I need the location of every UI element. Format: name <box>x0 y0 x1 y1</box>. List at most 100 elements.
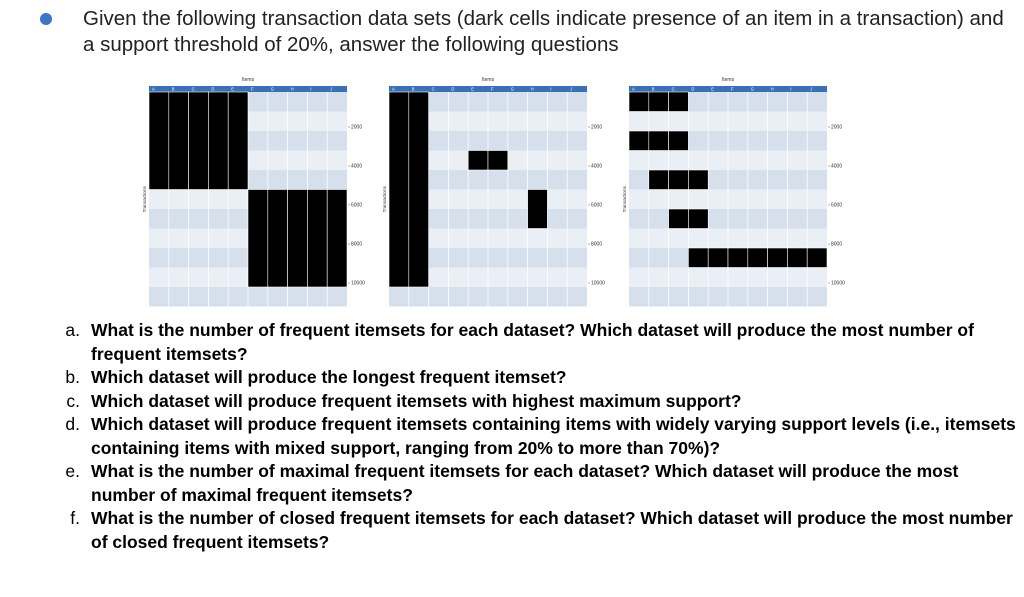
question-list: a. What is the number of frequent itemset… <box>20 319 1020 554</box>
question-text: Which dataset will produce frequent item… <box>91 390 742 411</box>
column-letter: D <box>451 87 454 92</box>
dark-cell <box>267 189 288 288</box>
column-letter: I <box>310 87 311 92</box>
column-letter: H <box>771 87 774 92</box>
dark-cell <box>727 247 749 268</box>
dark-cell <box>806 247 828 268</box>
column-letter: A <box>392 87 395 92</box>
question-letter: f. <box>70 508 80 528</box>
question-item: d. Which dataset will produce frequent it… <box>20 413 1020 460</box>
dark-cell <box>247 189 269 288</box>
question-text: What is the number of maximal frequent i… <box>91 461 959 505</box>
column-letter: E <box>231 87 234 92</box>
dark-cell <box>648 91 669 112</box>
column-letter: J <box>810 87 812 92</box>
dataset-1-grid: Items A B C D E F G H I J 2000 4000 6000 8000 10000 Tran… <box>137 76 369 308</box>
dark-cell <box>227 91 249 190</box>
row-tick-label: 2000 <box>351 125 362 131</box>
dark-cell <box>688 208 709 229</box>
question-letter: d. <box>65 414 80 434</box>
items-label: Items <box>482 77 495 83</box>
column-letter: H <box>291 87 294 92</box>
row-tick-label: 8000 <box>351 242 362 248</box>
row-tick-label: 10000 <box>591 281 605 287</box>
column-letter: C <box>672 87 675 92</box>
dark-cell <box>487 150 509 171</box>
row-tick-label: 6000 <box>831 203 842 209</box>
row-tick-label: 6000 <box>591 203 602 209</box>
transaction-grid-svg: Items A B C D E F G H I J 2000 4000 6000 8000 10000 Tran… <box>382 77 605 307</box>
column-letter: B <box>172 87 175 92</box>
dark-cell <box>307 189 328 288</box>
row-tick-label: 2000 <box>591 125 602 131</box>
dark-cell <box>148 91 170 190</box>
dataset-2-grid: Items A B C D E F G H I J 2000 4000 6000 8000 10000 Tran… <box>377 76 609 308</box>
transactions-axis-label: Transactions <box>142 185 147 212</box>
column-letter: A <box>632 87 635 92</box>
items-label: Items <box>242 77 255 83</box>
column-letter: G <box>271 87 274 92</box>
dataset-3-grid: Items A B C D E F G H I J 2000 4000 6000 8000 10000 Tran… <box>617 76 849 308</box>
transaction-grid-svg: Items A B C D E F G H I J 2000 4000 6000 8000 10000 Tran… <box>142 77 365 307</box>
row-tick-label: 4000 <box>591 164 602 170</box>
column-letter: C <box>192 87 195 92</box>
dark-cell <box>668 169 689 190</box>
column-letter: J <box>570 87 572 92</box>
question-text: Which dataset will produce the longest f… <box>91 367 567 387</box>
column-letter: D <box>211 87 214 92</box>
dark-cell <box>628 91 650 112</box>
dark-cell <box>767 247 788 268</box>
row-tick-label: 8000 <box>831 242 842 248</box>
row-tick-label: 4000 <box>351 164 362 170</box>
question-item: c. Which dataset will produce frequent it… <box>20 390 1020 414</box>
column-header-band <box>629 86 827 92</box>
question-text: What is the number of closed frequent it… <box>91 508 1013 552</box>
question-text: What is the number of frequent itemsets … <box>91 320 974 364</box>
dark-cell <box>208 91 229 190</box>
question-letter: b. <box>65 367 80 387</box>
question-item: b. Which dataset will produce the longest… <box>20 366 1020 390</box>
column-letter: B <box>652 87 655 92</box>
question-text: Which dataset will produce frequent item… <box>91 414 1016 458</box>
column-header-band <box>149 86 347 92</box>
dark-cell <box>628 130 650 151</box>
dark-cell <box>688 169 709 190</box>
dark-cell <box>747 247 768 268</box>
dark-cell <box>787 247 808 268</box>
dark-cell <box>408 91 429 288</box>
column-letter: I <box>550 87 551 92</box>
dark-cell <box>287 189 308 288</box>
column-letter: J <box>330 87 332 92</box>
dark-cell <box>326 189 348 288</box>
column-letter: A <box>152 87 155 92</box>
row-tick-label: 10000 <box>831 281 845 287</box>
question-item: f. What is the number of closed frequent … <box>20 507 1020 554</box>
question-letter: c. <box>66 390 80 411</box>
dark-cell <box>168 91 189 190</box>
items-label: Items <box>722 77 735 83</box>
column-letter: H <box>531 87 534 92</box>
dark-cell <box>467 150 489 171</box>
column-letter: F <box>731 87 734 92</box>
transactions-axis-label: Transactions <box>382 185 387 212</box>
column-letter: F <box>251 87 254 92</box>
column-letter: I <box>790 87 791 92</box>
column-letter: D <box>691 87 694 92</box>
column-letter: G <box>751 87 754 92</box>
row-tick-label: 10000 <box>351 281 365 287</box>
dark-cell <box>668 91 689 112</box>
column-letter: C <box>432 87 435 92</box>
intro-text: Given the following transaction data set… <box>83 7 1004 56</box>
dark-cell <box>188 91 209 190</box>
bullet-icon <box>40 13 52 25</box>
dark-cell <box>527 189 548 229</box>
dark-cell <box>648 169 669 190</box>
transactions-axis-label: Transactions <box>622 185 627 212</box>
dark-cell <box>668 130 689 151</box>
question-item: a. What is the number of frequent itemset… <box>20 319 1020 366</box>
row-tick-label: 6000 <box>351 203 362 209</box>
question-item: e. What is the number of maximal frequent… <box>20 460 1020 507</box>
dark-cell <box>688 247 709 268</box>
dark-cell <box>388 91 410 288</box>
row-tick-label: 8000 <box>591 242 602 248</box>
